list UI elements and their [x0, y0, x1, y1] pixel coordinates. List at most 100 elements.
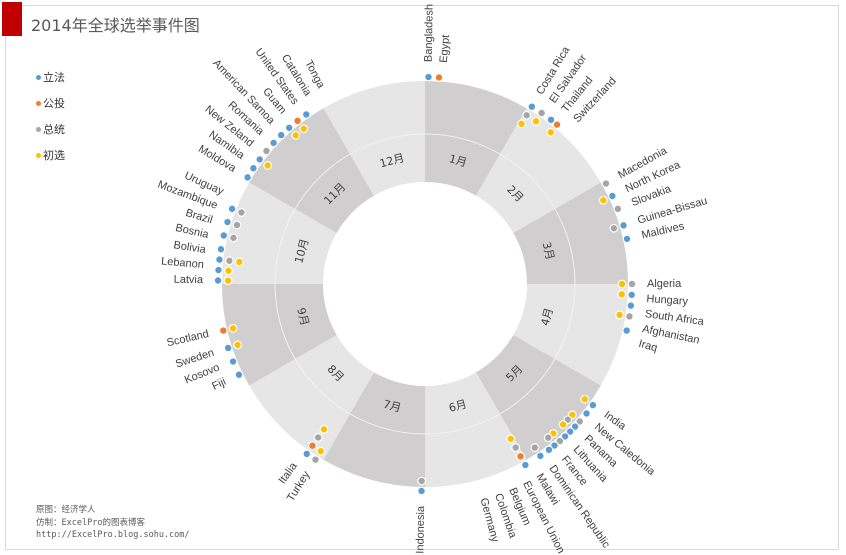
legend: 立法 公投 总统 初选	[36, 64, 65, 168]
event-dot-pri	[316, 446, 326, 456]
event-dot-pri	[234, 257, 244, 267]
country-label: Lebanon	[161, 255, 205, 271]
event-dot-pri	[546, 127, 556, 137]
event-dot-leg	[622, 234, 632, 244]
event-dot-leg	[302, 449, 312, 459]
event-dot-leg	[227, 204, 237, 214]
event-dot-pres	[522, 110, 532, 120]
event-dot-leg	[228, 357, 238, 366]
legend-item-presidential: 总统	[36, 116, 65, 142]
event-dot-ref	[308, 441, 317, 451]
event-dot-pres	[262, 146, 271, 156]
legend-label: 立法	[43, 71, 65, 84]
country-label: Indonesia	[414, 505, 427, 554]
event-dot-pri	[506, 434, 516, 444]
country-label: Bolivia	[173, 239, 208, 256]
event-dot-pres	[237, 208, 246, 217]
event-dot-leg	[627, 290, 637, 300]
legend-label: 公投	[43, 97, 65, 110]
month-label: 12月	[378, 151, 406, 170]
month-sector	[476, 335, 601, 460]
event-dot-leg	[234, 370, 244, 380]
event-dot-pres	[232, 220, 242, 230]
event-dot-ref	[516, 451, 525, 461]
month-label: 10月	[292, 237, 311, 265]
event-dot-pri	[531, 116, 541, 126]
month-sector	[323, 372, 425, 487]
event-dot-leg	[622, 326, 632, 335]
event-dot-leg	[520, 460, 530, 470]
month-label: 1月	[448, 152, 469, 169]
country-label: Bangladesh	[423, 4, 436, 62]
event-dot-leg	[582, 409, 591, 418]
event-dot-pri	[228, 323, 238, 333]
event-dot-leg	[223, 217, 232, 227]
month-sector	[513, 182, 628, 284]
event-dot-pres	[537, 108, 547, 118]
month-label: 4月	[539, 306, 556, 327]
legend-item-primary: 初选	[36, 142, 65, 168]
event-dot-leg	[269, 138, 279, 148]
event-dot-pres	[609, 223, 619, 233]
event-dot-leg	[219, 231, 229, 240]
month-sector	[476, 108, 601, 233]
month-sector	[425, 81, 527, 196]
country-label: Egypt	[438, 34, 452, 63]
event-dot-ref	[293, 116, 302, 126]
chart-title: 2014年全球选举事件图	[31, 16, 200, 35]
event-dot-leg	[284, 123, 294, 133]
month-sector	[222, 284, 337, 386]
event-dot-pri	[517, 119, 526, 129]
source-original: 原图：经济学人	[36, 505, 96, 515]
event-dot-pres	[613, 204, 623, 214]
event-dot-leg	[535, 451, 545, 461]
event-dot-pres	[417, 476, 427, 486]
month-label: 6月	[447, 398, 468, 415]
event-dot-pres	[229, 233, 238, 243]
event-dot-pres	[530, 443, 540, 452]
event-dot-pres	[625, 311, 634, 321]
source-replica: 仿制：ExcelPro的图表博客	[36, 517, 145, 528]
event-dot-leg	[607, 191, 617, 201]
event-dot-ref	[218, 326, 228, 335]
country-label: Iraq	[637, 338, 658, 355]
event-dot-ref	[434, 73, 444, 82]
month-ring-divider	[274, 133, 576, 435]
event-dot-leg	[417, 486, 426, 496]
event-dot-pri	[615, 310, 624, 320]
event-dot-leg	[213, 276, 223, 285]
country-label: Latvia	[174, 274, 204, 287]
country-label: Bosnia	[174, 222, 210, 241]
legend-dot	[36, 152, 41, 158]
event-dot-pri	[224, 266, 233, 276]
event-dot-leg	[216, 244, 226, 254]
event-dot-leg	[248, 163, 258, 173]
event-dot-pres	[224, 256, 234, 266]
source-note: 原图：经济学人 仿制：ExcelPro的图表博客 http://ExcelPro…	[36, 504, 190, 542]
event-dot-pri	[617, 289, 627, 299]
legend-label: 初选	[43, 149, 65, 162]
event-dot-leg	[215, 255, 224, 264]
event-dot-pres	[511, 443, 521, 452]
legend-item-legislative: 立法	[36, 64, 65, 90]
month-label: 7月	[382, 398, 403, 415]
event-dot-pri	[233, 340, 243, 350]
event-dot-leg	[214, 265, 223, 275]
legend-dot	[36, 126, 41, 132]
month-sector	[323, 81, 425, 196]
legend-item-referendum: 公投	[36, 90, 65, 116]
event-dot-pres	[543, 433, 553, 443]
event-dot-pri	[319, 424, 329, 434]
event-dot-leg	[243, 172, 252, 182]
month-label: 3月	[540, 241, 557, 262]
event-dot-pres	[627, 279, 637, 289]
event-dot-leg	[546, 115, 556, 125]
event-dot-pri	[223, 276, 233, 286]
event-dot-leg	[626, 301, 636, 311]
month-sector	[249, 108, 374, 233]
event-dot-pri	[598, 195, 608, 205]
event-dot-pres	[313, 433, 323, 442]
event-dot-leg	[619, 220, 628, 230]
source-url[interactable]: http://ExcelPro.blog.sohu.com/	[36, 530, 190, 540]
